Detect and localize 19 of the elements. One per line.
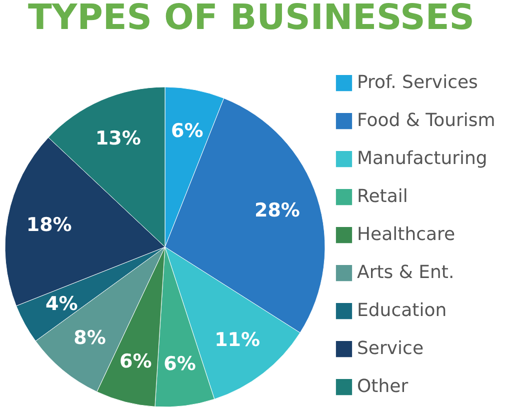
- legend-label: Prof. Services: [357, 72, 478, 93]
- data-label: 8%: [74, 326, 106, 349]
- legend-label: Arts & Ent.: [357, 262, 454, 283]
- chart-title: TYPES OF BUSINESSES: [28, 0, 475, 38]
- data-label: 11%: [214, 329, 260, 352]
- data-label: 6%: [164, 353, 196, 376]
- data-label: 28%: [254, 200, 300, 222]
- legend-label: Other: [357, 376, 409, 397]
- legend-label: Healthcare: [357, 224, 456, 245]
- data-label: 6%: [120, 350, 152, 372]
- legend-label: Education: [357, 300, 447, 321]
- legend-label: Retail: [357, 186, 408, 207]
- legend-label: Service: [357, 338, 424, 359]
- legend-label: Food & Tourism: [357, 110, 496, 131]
- legend-label: Manufacturing: [357, 148, 488, 169]
- data-label: 18%: [26, 214, 72, 236]
- data-label: 4%: [45, 292, 78, 315]
- data-label: 6%: [170, 120, 204, 142]
- data-label: 13%: [95, 128, 141, 150]
